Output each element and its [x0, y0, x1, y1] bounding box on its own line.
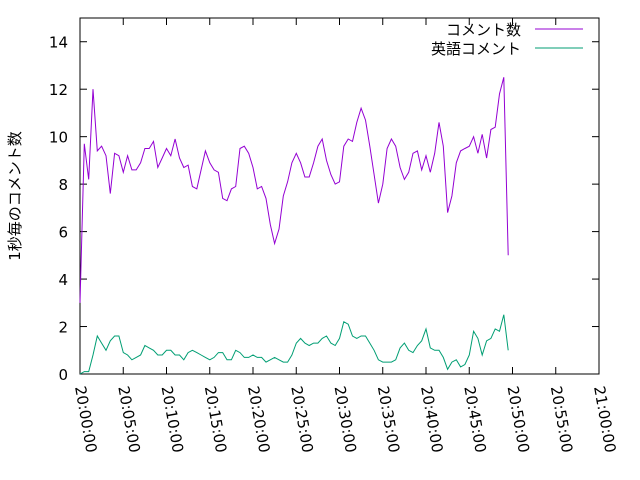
y-axis: 0 2 4 6 8 10 12 14: [49, 34, 599, 384]
x-tick-label: 20:40:00: [417, 385, 446, 454]
x-tick-label: 20:55:00: [547, 385, 576, 454]
x-axis: 20:00:00 20:05:00 20:10:00 20:15:00 20:20:00…: [71, 18, 619, 454]
series-layer: [79, 77, 509, 375]
y-tick-label: 14: [49, 34, 68, 52]
legend-label: コメント数: [446, 21, 521, 39]
x-tick-label: 20:50:00: [504, 385, 533, 454]
y-tick-label: 8: [58, 176, 68, 194]
x-tick-label: 20:20:00: [244, 385, 273, 454]
x-tick-label: 20:15:00: [201, 385, 230, 454]
x-tick-label: 20:00:00: [71, 385, 100, 454]
series-line-2: [79, 314, 509, 375]
y-tick-label: 4: [58, 271, 68, 289]
x-tick-label: 20:10:00: [158, 385, 187, 454]
x-tick-label: 20:30:00: [331, 385, 360, 454]
x-tick-label: 20:25:00: [287, 385, 316, 454]
y-tick-label: 6: [58, 224, 68, 242]
y-tick-label: 2: [58, 319, 68, 337]
y-tick-label: 10: [49, 129, 68, 147]
x-tick-label: 21:00:00: [590, 385, 619, 454]
plot-frame: [79, 17, 600, 375]
y-tick-label: 0: [58, 366, 68, 384]
x-tick-label: 20:45:00: [460, 385, 489, 454]
x-tick-label: 20:35:00: [374, 385, 403, 454]
legend-label: 英語コメント: [431, 40, 521, 58]
x-tick-label: 20:05:00: [114, 385, 143, 454]
y-tick-label: 12: [49, 81, 68, 99]
y-axis-label: 1秒毎のコメント数: [6, 131, 24, 261]
series-line-1: [79, 77, 509, 303]
